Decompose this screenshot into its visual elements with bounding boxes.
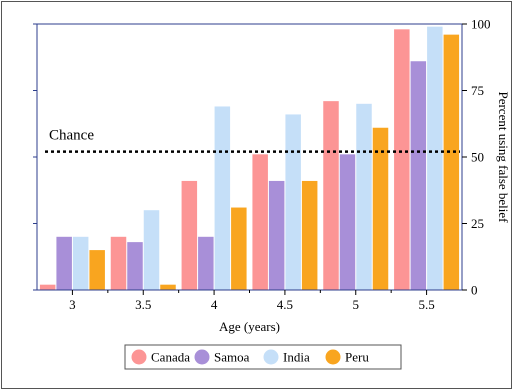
x-tick-label-4: 4: [211, 297, 218, 312]
annotations: Chance: [49, 128, 94, 144]
bar-india-4.5: [285, 114, 301, 290]
x-tick-label-5: 5: [353, 297, 360, 312]
legend-label-india: India: [283, 350, 310, 365]
bar-india-4: [214, 106, 231, 291]
bar-peru-4: [231, 207, 247, 290]
legend-label-canada: Canada: [151, 350, 190, 365]
bar-samoa-5.5: [410, 61, 427, 290]
x-tick-label-5.5: 5.5: [418, 297, 434, 312]
bar-peru-3.5: [160, 284, 176, 290]
bar-peru-4.5: [301, 180, 318, 290]
x-tick-label-4.5: 4.5: [277, 297, 293, 312]
bar-peru-5: [372, 127, 389, 291]
bar-canada-5: [323, 101, 339, 290]
legend-label-samoa: Samoa: [214, 350, 250, 365]
bar-samoa-3: [56, 236, 72, 290]
legend-swatch-india: [263, 349, 279, 365]
bar-samoa-4.5: [268, 180, 285, 290]
axes: 3 3.5 4 4.5 5 5.5 0 25 50 75 100: [33, 17, 491, 312]
plot-area: [39, 26, 460, 291]
bar-samoa-3.5: [127, 242, 143, 290]
legend-label-peru: Peru: [345, 350, 369, 365]
y-tick-label-0: 0: [471, 283, 478, 298]
y-tick-label-50: 50: [471, 150, 484, 165]
bar-peru-5.5: [443, 34, 460, 290]
bar-india-3: [72, 236, 89, 290]
x-tick-label-3.5: 3.5: [135, 297, 151, 312]
y-tick-label-100: 100: [471, 17, 491, 32]
bar-india-3.5: [143, 210, 160, 290]
x-tick-label-3: 3: [69, 297, 76, 312]
x-axis-label: Age (years): [219, 319, 280, 334]
bar-canada-4: [181, 180, 198, 290]
y-tick-label-75: 75: [471, 83, 484, 98]
bar-canada-5.5: [394, 29, 410, 290]
bar-peru-3: [89, 250, 105, 290]
bar-canada-4.5: [252, 154, 268, 290]
legend-swatch-samoa: [194, 349, 210, 365]
chance-annotation: Chance: [49, 128, 94, 144]
legend-swatch-canada: [131, 349, 147, 365]
legend: Canada Samoa India Peru: [124, 344, 402, 370]
bar-canada-3.5: [110, 236, 127, 290]
bar-india-5: [356, 103, 372, 290]
bar-samoa-4: [198, 236, 214, 290]
y-axis-label: Percent using false belief: [496, 91, 511, 223]
bar-samoa-5: [339, 154, 356, 290]
y-tick-label-25: 25: [471, 216, 484, 231]
bar-canada-3: [39, 284, 56, 290]
legend-swatch-peru: [325, 349, 341, 365]
bar-india-5.5: [427, 26, 443, 290]
legend-box: [124, 344, 402, 370]
